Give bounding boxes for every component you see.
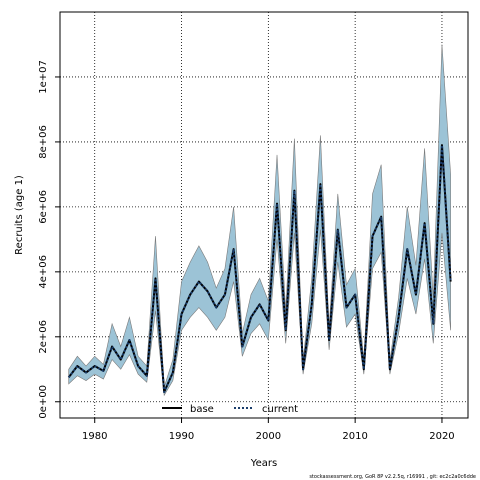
x-tick-label: 2010 bbox=[342, 431, 367, 442]
footer-credit: stockassessment.org, GoR 8P v2.2.5q, r16… bbox=[309, 474, 476, 480]
plot-frame bbox=[59, 11, 469, 419]
x-tick-label: 2000 bbox=[256, 431, 281, 442]
y-tick-label: 8e+06 bbox=[38, 125, 49, 159]
y-tick-label: 4e+06 bbox=[38, 255, 49, 289]
confidence-band-group bbox=[68, 44, 451, 397]
series-line-current bbox=[67, 144, 452, 394]
legend-current-label: current bbox=[262, 404, 298, 415]
y-tick-label: 0e+00 bbox=[38, 385, 49, 419]
y-tick-label: 2e+06 bbox=[38, 320, 49, 354]
series-lines bbox=[67, 144, 452, 394]
x-axis-title: Years bbox=[250, 458, 277, 469]
x-tick-label: 1990 bbox=[169, 431, 194, 442]
confidence-band bbox=[68, 44, 451, 397]
x-tick-label: 1980 bbox=[82, 431, 107, 442]
y-tick-label: 1e+07 bbox=[38, 60, 49, 94]
x-tick-label: 2020 bbox=[429, 431, 454, 442]
y-tick-label: 6e+06 bbox=[38, 190, 49, 224]
grid-lines bbox=[60, 12, 468, 418]
axes: 0e+00 2e+06 4e+06 6e+06 8e+06 1e+07 1980 1990 20… bbox=[38, 60, 455, 442]
legend: base current bbox=[162, 404, 298, 415]
y-axis-title: Recruits (age 1) bbox=[14, 175, 25, 255]
legend-base-label: base bbox=[190, 404, 214, 415]
